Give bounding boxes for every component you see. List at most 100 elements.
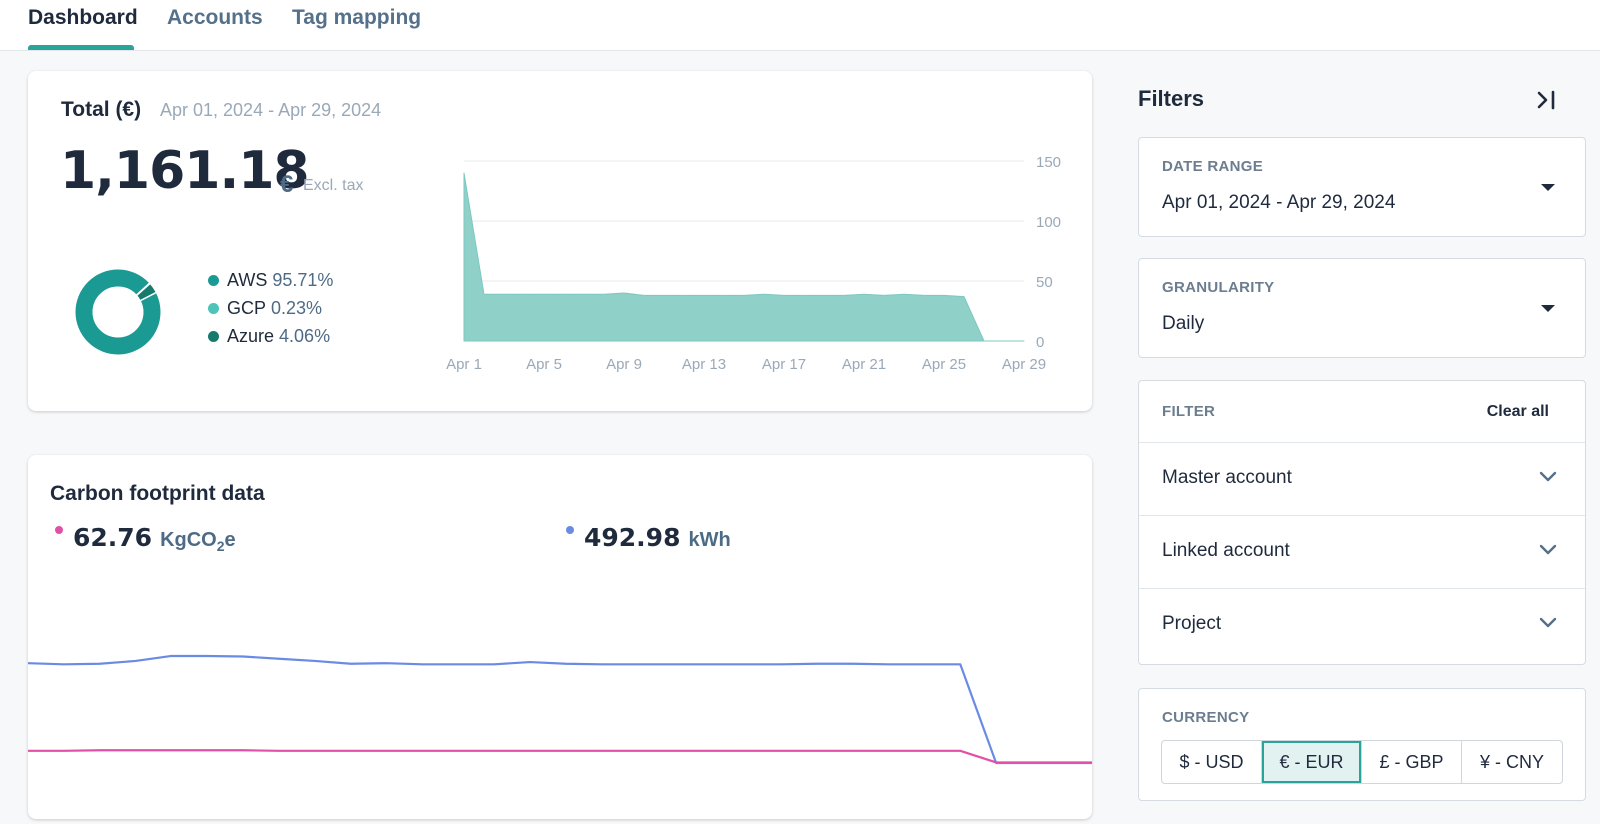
tax-note: Excl. tax (303, 177, 364, 194)
tab-dashboard[interactable]: Dashboard (28, 6, 138, 29)
co2-data-point (529, 750, 531, 752)
co2-metric: 62.76 KgCO2e (55, 523, 236, 554)
provider-donut-chart (75, 269, 161, 355)
collapse-panel-icon[interactable] (1532, 86, 1560, 114)
tab-accounts[interactable]: Accounts (167, 6, 263, 29)
energy-data-point (170, 655, 172, 657)
energy-data-point (28, 662, 29, 664)
co2-data-point (601, 750, 603, 752)
filter-row-label: Master account (1162, 467, 1292, 488)
co2-value: 62.76 (73, 523, 153, 552)
filter-row-linked-account[interactable]: Linked account (1139, 515, 1585, 588)
cost-data-point (623, 292, 625, 294)
filter-row-label: Project (1162, 613, 1222, 634)
co2-data-point (99, 749, 101, 751)
energy-data-point (744, 663, 746, 665)
co2-data-point (28, 750, 29, 752)
cost-data-point (983, 340, 985, 342)
co2-unit: KgCO2e (160, 529, 236, 554)
cost-data-point (783, 294, 785, 296)
currency-panel: CURRENCY $ - USD € - EUR £ - GBP ¥ - CNY (1138, 688, 1586, 801)
cost-data-point (463, 172, 465, 174)
granularity-select[interactable]: GRANULARITY Daily (1138, 258, 1586, 358)
x-tick-label: Apr 9 (606, 356, 642, 373)
cost-data-point (863, 293, 865, 295)
co2-data-point (780, 750, 782, 752)
cost-data-point (743, 294, 745, 296)
clear-all-button[interactable]: Clear all (1486, 403, 1549, 420)
cost-data-point (703, 294, 705, 296)
chevron-down-icon (1539, 544, 1557, 555)
date-range-select[interactable]: DATE RANGE Apr 01, 2024 - Apr 29, 2024 (1138, 137, 1586, 237)
energy-data-point (708, 663, 710, 665)
cost-data-point (583, 293, 585, 295)
currency-usd-button[interactable]: $ - USD (1162, 741, 1262, 783)
cost-data-point (663, 294, 665, 296)
cost-data-point (803, 294, 805, 296)
total-amount: 1,161.18 (60, 141, 310, 201)
co2-data-point (314, 750, 316, 752)
cost-data-point (823, 294, 825, 296)
energy-data-point (565, 663, 567, 665)
co2-data-point (995, 761, 997, 763)
caret-down-icon (1541, 184, 1555, 191)
currency-gbp-button[interactable]: £ - GBP (1362, 741, 1462, 783)
cost-data-point (923, 294, 925, 296)
co2-data-point (421, 750, 423, 752)
cost-data-point (603, 293, 605, 295)
legend-name: AWS (227, 269, 268, 290)
filters-title: Filters (1138, 86, 1205, 111)
cost-data-point (903, 293, 905, 295)
x-tick-label: Apr 1 (446, 356, 482, 373)
co2-data-point (386, 750, 388, 752)
energy-data-point (637, 663, 639, 665)
y-tick-label: 50 (1036, 274, 1053, 291)
cost-data-point (503, 293, 505, 295)
tab-tag-mapping[interactable]: Tag mapping (292, 6, 422, 29)
carbon-footprint-card: Carbon footprint data 62.76 KgCO2e 492.9… (28, 455, 1092, 819)
co2-data-point (457, 750, 459, 752)
energy-line-series (28, 654, 1092, 765)
y-tick-label: 0 (1036, 334, 1044, 351)
filter-label: FILTER (1162, 403, 1216, 420)
energy-data-point (493, 663, 495, 665)
cost-data-point (483, 293, 485, 295)
legend-dot-azure (208, 330, 219, 342)
legend-item-azure: Azure 4.06% (208, 322, 333, 350)
cost-data-point (1023, 340, 1025, 342)
co2-data-point (170, 749, 172, 751)
co2-unit-suffix: e (224, 529, 236, 551)
x-tick-label: Apr 13 (682, 356, 726, 373)
co2-data-point (923, 750, 925, 752)
date-range-value: Apr 01, 2024 - Apr 29, 2024 (1162, 192, 1396, 213)
legend-pct: 95.71% (272, 269, 334, 290)
top-tab-bar: Dashboard Accounts Tag mapping (0, 0, 1600, 51)
cost-data-point (763, 293, 765, 295)
filter-row-master-account[interactable]: Master account (1139, 442, 1585, 515)
legend-name: GCP (227, 297, 267, 318)
energy-data-point (242, 656, 244, 658)
co2-data-point (672, 750, 674, 752)
filter-panel: FILTER Clear all Master account Linked a… (1138, 380, 1586, 665)
y-tick-label: 150 (1036, 154, 1061, 171)
energy-data-point (780, 663, 782, 665)
co2-data-point (888, 750, 890, 752)
filter-row-project[interactable]: Project (1139, 588, 1585, 661)
cost-data-point (843, 294, 845, 296)
co2-data-point (350, 750, 352, 752)
cost-data-point (943, 294, 945, 296)
energy-data-point (350, 663, 352, 665)
energy-unit: kWh (688, 529, 731, 551)
currency-cny-button[interactable]: ¥ - CNY (1479, 751, 1544, 772)
legend-pct: 0.23% (271, 297, 323, 318)
energy-data-point (672, 663, 674, 665)
currency-eur-button[interactable]: € - EUR (1262, 741, 1362, 783)
co2-unit-sub: 2 (216, 538, 225, 554)
y-tick-label: 100 (1036, 214, 1061, 231)
active-tab-indicator (28, 45, 134, 50)
legend-dot-aws (208, 274, 219, 286)
currency-label: CURRENCY (1162, 709, 1250, 726)
co2-data-point (744, 750, 746, 752)
total-title: Total (€) (61, 98, 142, 121)
x-tick-label: Apr 25 (922, 356, 966, 373)
